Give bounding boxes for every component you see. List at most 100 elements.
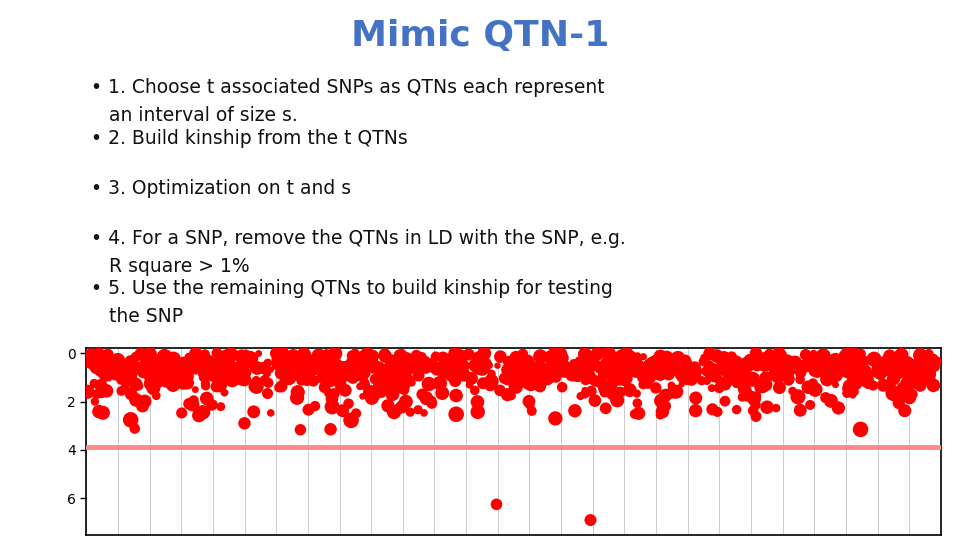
Point (753, 383, 768, 392)
Point (584, 353, 599, 361)
Point (281, 374, 297, 382)
Point (820, 375, 835, 383)
Point (810, 356, 826, 364)
Point (104, 362, 119, 371)
Point (607, 374, 622, 383)
Point (195, 373, 210, 382)
Point (156, 369, 171, 378)
Point (620, 368, 636, 376)
Point (206, 366, 222, 374)
Point (628, 355, 643, 363)
Point (208, 371, 224, 380)
Point (806, 367, 822, 375)
Point (818, 354, 833, 363)
Point (344, 416, 359, 424)
Point (148, 359, 163, 368)
Point (729, 406, 744, 414)
Point (327, 349, 343, 358)
Point (275, 357, 290, 366)
Point (135, 368, 151, 377)
Point (809, 367, 825, 376)
Point (269, 349, 284, 357)
Point (577, 386, 592, 395)
Point (804, 356, 820, 364)
Point (903, 360, 919, 369)
Point (673, 366, 688, 374)
Point (286, 368, 301, 376)
Point (508, 357, 523, 366)
Point (618, 357, 634, 366)
Point (391, 404, 406, 413)
Point (522, 401, 538, 410)
Point (674, 380, 689, 389)
Text: Mimic QTN-1: Mimic QTN-1 (350, 19, 610, 53)
Point (522, 369, 538, 377)
Point (402, 408, 418, 416)
Point (159, 361, 175, 369)
Point (630, 399, 645, 408)
Point (684, 375, 699, 384)
Point (768, 404, 783, 413)
Point (271, 355, 286, 363)
Point (758, 354, 774, 363)
Point (747, 396, 762, 404)
Point (805, 379, 821, 388)
Point (500, 390, 516, 399)
Point (904, 390, 920, 399)
Point (395, 402, 410, 411)
Point (161, 376, 177, 385)
Point (573, 366, 588, 374)
Point (520, 357, 536, 366)
Point (768, 357, 783, 366)
Point (521, 375, 537, 383)
Point (527, 364, 542, 373)
Point (748, 349, 763, 357)
Point (630, 352, 645, 360)
Point (502, 357, 517, 366)
Point (672, 352, 687, 361)
Point (145, 355, 160, 363)
Point (380, 367, 396, 376)
Point (443, 372, 458, 381)
Point (745, 375, 760, 383)
Point (118, 371, 133, 380)
Point (729, 380, 744, 389)
Point (309, 356, 324, 364)
Point (367, 392, 382, 401)
Point (150, 367, 165, 376)
Point (860, 380, 876, 389)
Point (144, 356, 159, 364)
Point (645, 364, 660, 373)
Point (508, 383, 523, 391)
Point (131, 382, 146, 390)
Point (132, 364, 148, 373)
Point (559, 368, 574, 376)
Point (93, 381, 108, 390)
Point (108, 363, 124, 372)
Point (873, 368, 888, 376)
Point (584, 387, 599, 395)
Point (368, 359, 383, 368)
Point (259, 369, 275, 378)
Point (886, 389, 901, 397)
Point (499, 370, 515, 379)
Point (124, 390, 139, 399)
Point (323, 376, 338, 384)
Point (300, 374, 315, 383)
Point (631, 366, 646, 374)
Point (246, 379, 261, 387)
Point (640, 363, 656, 372)
Point (883, 363, 899, 372)
Point (506, 382, 521, 390)
Point (904, 367, 920, 376)
Point (878, 357, 894, 366)
Point (653, 369, 668, 378)
Point (680, 368, 695, 377)
Point (431, 380, 446, 388)
Point (901, 358, 917, 367)
Point (634, 365, 649, 374)
Point (602, 360, 617, 368)
Point (358, 353, 373, 362)
Point (187, 385, 203, 394)
Point (238, 374, 253, 383)
